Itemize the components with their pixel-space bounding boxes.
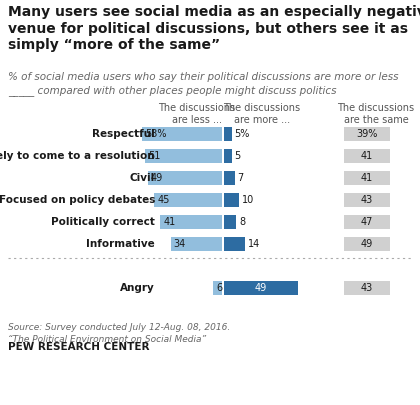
Text: Respectful: Respectful (92, 129, 155, 139)
Text: 51: 51 (148, 151, 160, 161)
Text: Likely to come to a resolution: Likely to come to a resolution (0, 151, 155, 161)
Text: % of social media users who say their political discussions are more or less
___: % of social media users who say their po… (8, 72, 399, 96)
Bar (224, 171, 234, 185)
Bar (224, 193, 239, 207)
Text: 10: 10 (242, 195, 255, 205)
Text: 43: 43 (361, 283, 373, 293)
Text: 49: 49 (151, 173, 163, 183)
Text: Many users see social media as an especially negative
venue for political discus: Many users see social media as an especi… (8, 5, 420, 53)
Text: The discussions
are the same: The discussions are the same (337, 103, 415, 126)
Bar (142, 127, 222, 141)
Bar (160, 215, 222, 229)
Text: Informative: Informative (86, 239, 155, 249)
Text: Focused on policy debates: Focused on policy debates (0, 195, 155, 205)
Text: 53%: 53% (145, 129, 166, 139)
Bar (344, 193, 390, 207)
Bar (344, 171, 390, 185)
Bar (224, 281, 298, 295)
Bar (213, 281, 222, 295)
Bar (224, 215, 236, 229)
Text: Civil: Civil (130, 173, 155, 183)
Text: The discussions
are less ...: The discussions are less ... (158, 103, 236, 126)
Bar (344, 149, 390, 163)
Bar (224, 127, 231, 141)
Text: 49: 49 (361, 239, 373, 249)
Text: 14: 14 (248, 239, 260, 249)
Bar (344, 281, 390, 295)
Text: Politically correct: Politically correct (51, 217, 155, 227)
Bar (344, 127, 390, 141)
Text: 7: 7 (238, 173, 244, 183)
Text: 34: 34 (174, 239, 186, 249)
Text: 8: 8 (239, 217, 245, 227)
Text: 41: 41 (163, 217, 176, 227)
Text: 39%: 39% (356, 129, 378, 139)
Text: 41: 41 (361, 173, 373, 183)
Text: 45: 45 (157, 195, 169, 205)
Text: PEW RESEARCH CENTER: PEW RESEARCH CENTER (8, 342, 150, 352)
Bar (171, 237, 222, 251)
Text: 49: 49 (255, 283, 267, 293)
Text: 5%: 5% (234, 129, 250, 139)
Text: 47: 47 (361, 217, 373, 227)
Text: Angry: Angry (120, 283, 155, 293)
Bar (224, 237, 245, 251)
Bar (154, 193, 222, 207)
Bar (148, 171, 222, 185)
Bar (145, 149, 222, 163)
Text: Source: Survey conducted July 12-Aug. 08, 2016.
“The Political Environment on So: Source: Survey conducted July 12-Aug. 08… (8, 323, 230, 344)
Text: 43: 43 (361, 195, 373, 205)
Bar (224, 149, 231, 163)
Text: The discussions
are more ...: The discussions are more ... (223, 103, 301, 126)
Bar (344, 237, 390, 251)
Text: 41: 41 (361, 151, 373, 161)
Bar (344, 215, 390, 229)
Text: 6: 6 (216, 283, 222, 293)
Text: 5: 5 (234, 151, 241, 161)
